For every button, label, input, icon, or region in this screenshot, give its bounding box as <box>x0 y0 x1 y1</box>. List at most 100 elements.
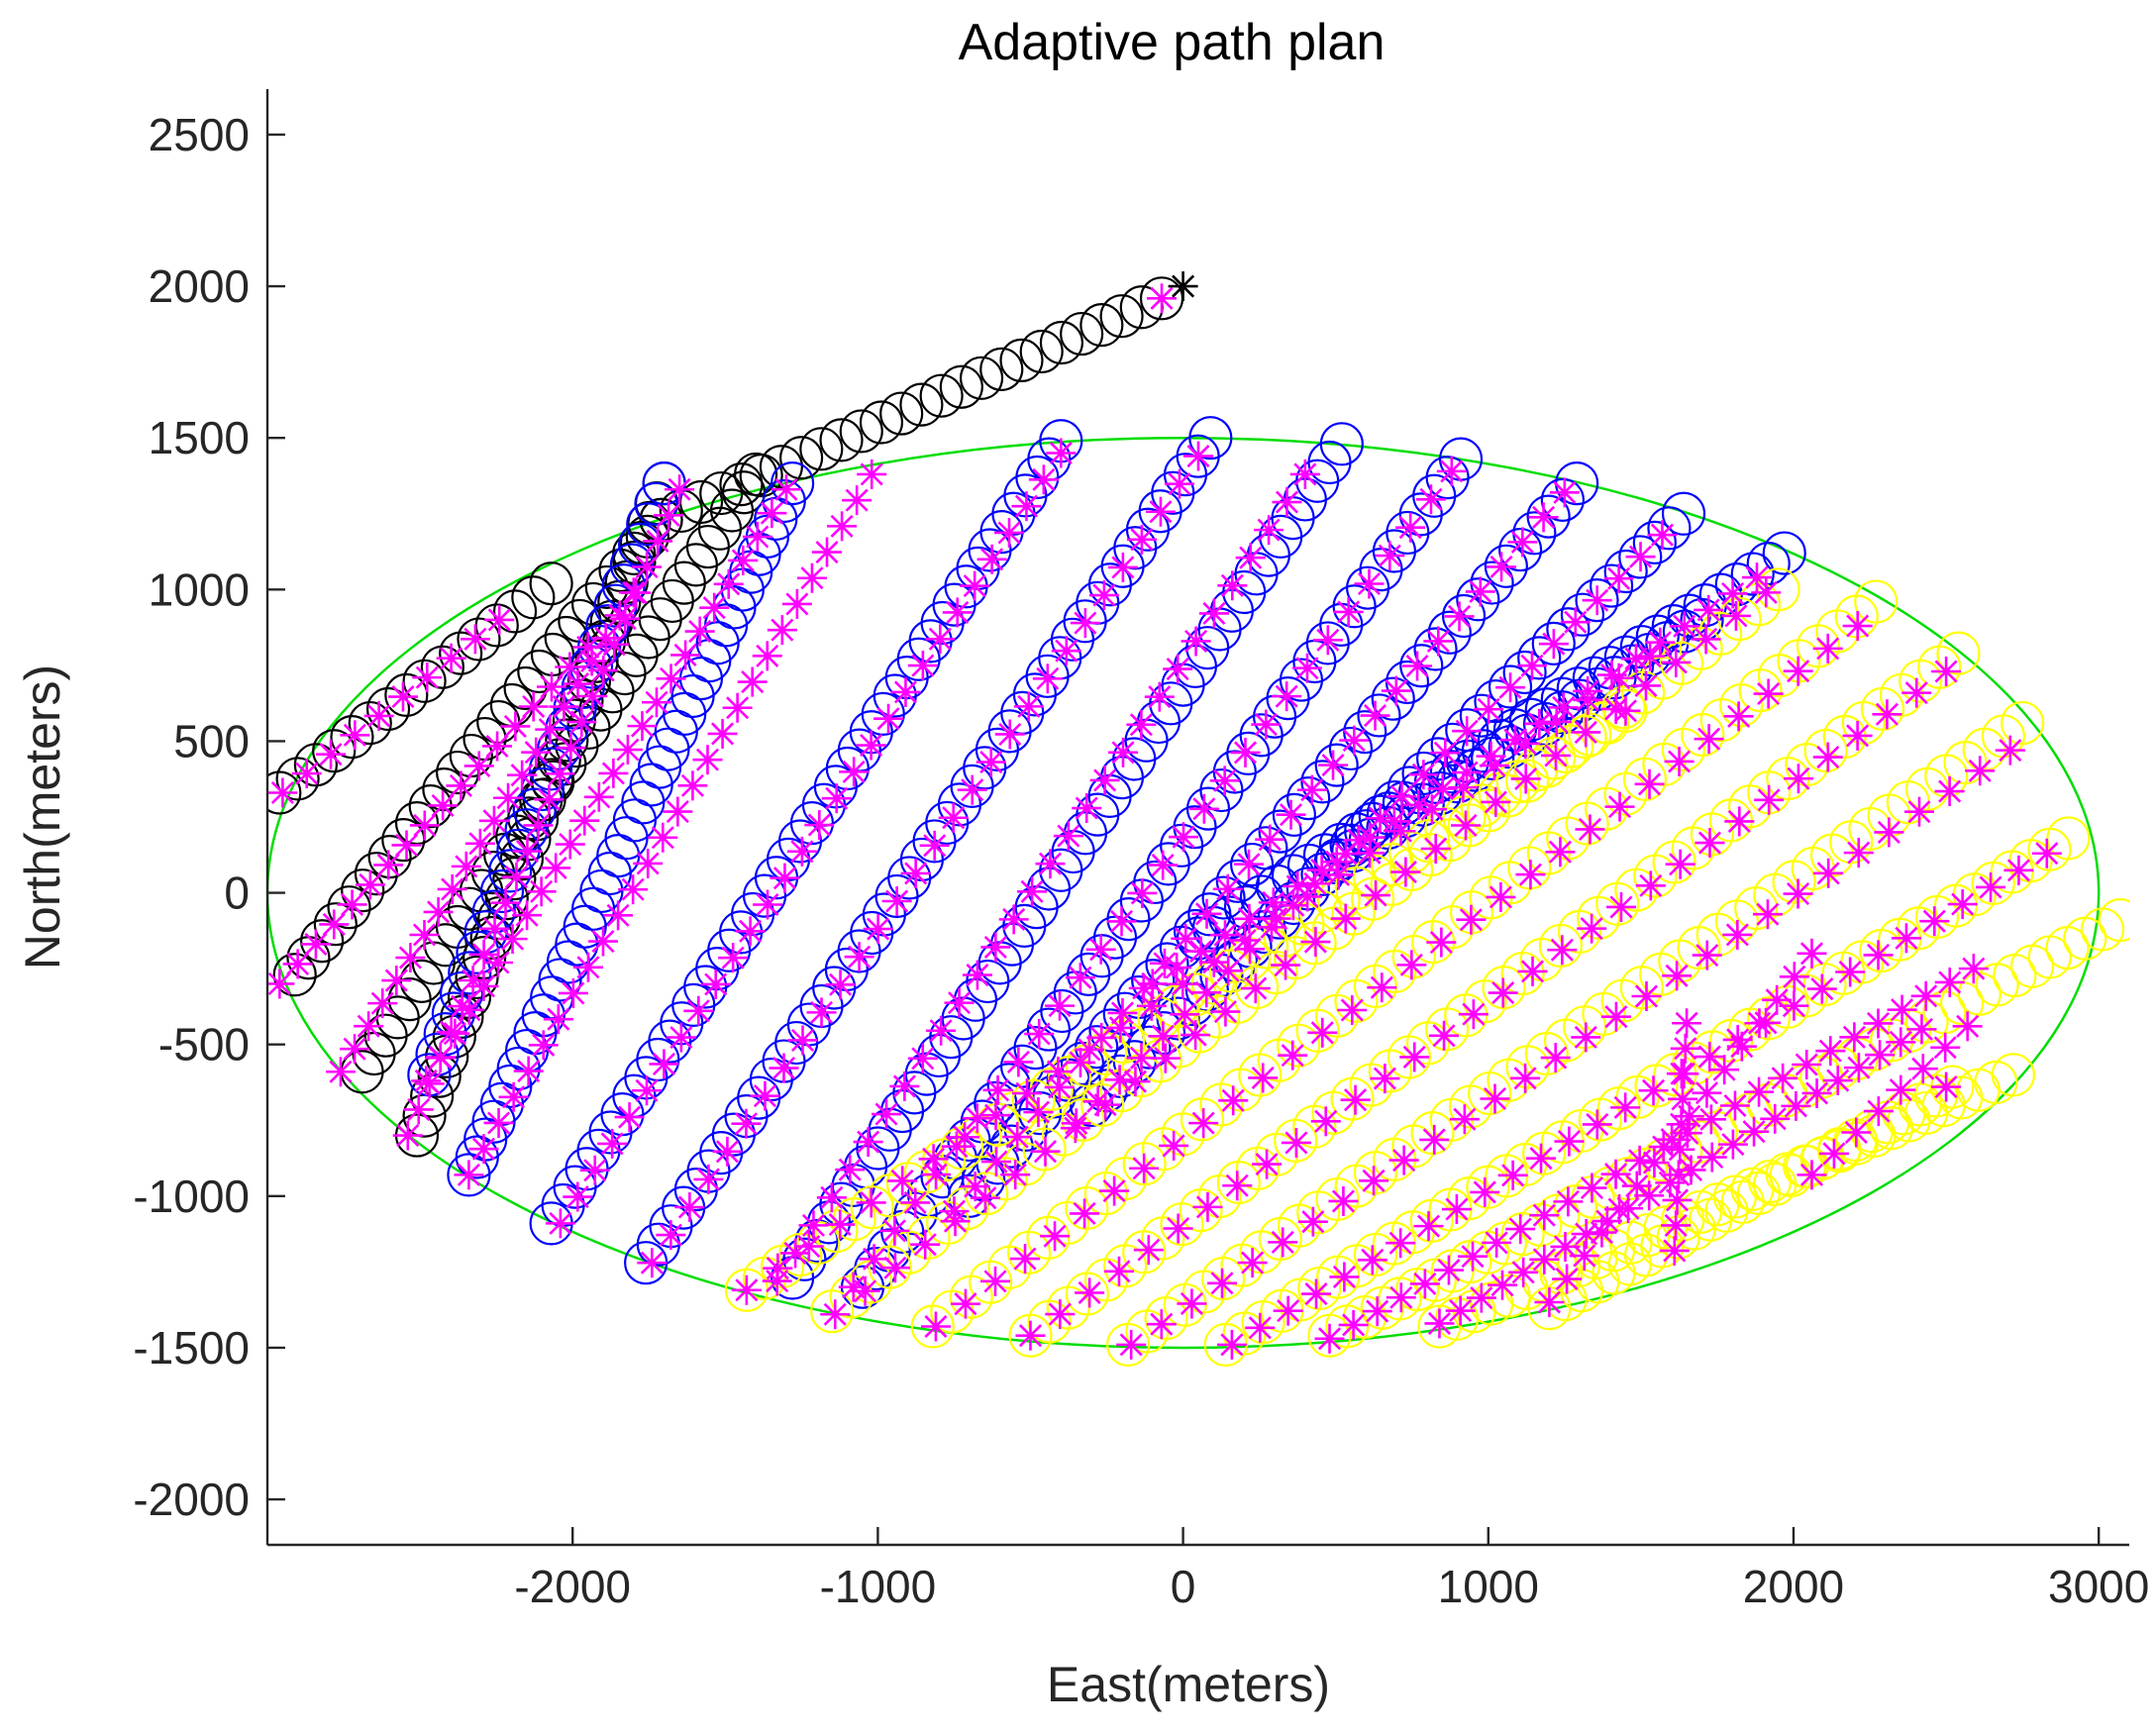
asterisk-stroke <box>1664 1213 1688 1237</box>
sample-marker <box>1003 1047 1034 1077</box>
sample-marker <box>1638 1075 1669 1106</box>
sample-marker <box>1863 1096 1894 1127</box>
path-point <box>1575 578 1619 623</box>
sample-marker <box>1603 563 1634 594</box>
sample-marker <box>1429 1020 1460 1051</box>
asterisk-stroke <box>1485 1231 1508 1255</box>
asterisk-stroke <box>1017 694 1041 718</box>
sample-marker <box>597 1128 628 1159</box>
asterisk-stroke <box>890 1169 914 1192</box>
sample-marker <box>1355 838 1386 868</box>
asterisk-stroke <box>1765 988 1789 1012</box>
sample-marker <box>316 739 347 769</box>
sample-marker <box>1015 1320 1046 1351</box>
asterisk-stroke <box>1787 881 1810 906</box>
sample-marker <box>1528 502 1559 533</box>
sample-marker <box>1388 1145 1419 1175</box>
asterisk-stroke <box>1168 472 1191 496</box>
sample-marker <box>1261 903 1291 934</box>
asterisk-stroke <box>462 969 485 992</box>
sample-marker <box>440 1018 470 1049</box>
sample-marker <box>1126 524 1157 555</box>
path-point <box>1738 668 1783 713</box>
sample-marker <box>1423 626 1454 657</box>
asterisk-stroke <box>711 722 735 746</box>
asterisk-stroke <box>964 1174 987 1198</box>
asterisk-stroke <box>580 649 604 673</box>
asterisk-stroke <box>1700 1146 1724 1170</box>
sample-line-8 <box>762 459 1320 1296</box>
sample-marker <box>853 1127 883 1158</box>
asterisk-stroke <box>1314 1109 1338 1133</box>
asterisk-stroke <box>1680 1158 1703 1181</box>
sample-marker <box>1106 906 1137 937</box>
sample-marker <box>1148 1021 1179 1052</box>
asterisk-stroke <box>1129 1046 1153 1070</box>
asterisk-stroke <box>1822 1142 1846 1166</box>
path-point <box>799 427 844 471</box>
asterisk-stroke <box>1271 1230 1294 1254</box>
asterisk-stroke <box>1304 1282 1328 1306</box>
sample-marker <box>1516 651 1547 681</box>
sample-line-14 <box>820 577 1782 1330</box>
sample-marker <box>500 711 531 742</box>
sample-marker <box>1517 956 1548 986</box>
path-point <box>1689 1197 1733 1242</box>
path-point <box>1430 722 1475 766</box>
sample-marker <box>1577 913 1607 944</box>
sample-marker <box>1330 903 1361 934</box>
asterisk-stroke <box>1013 1247 1037 1271</box>
sample-marker <box>618 874 649 905</box>
asterisk-stroke <box>537 787 561 811</box>
asterisk-stroke <box>1782 994 1805 1018</box>
sample-marker <box>1150 1043 1181 1073</box>
sample-marker <box>1230 925 1261 956</box>
path-point <box>1230 842 1275 887</box>
sample-marker <box>1177 1288 1207 1319</box>
asterisk-stroke <box>1639 873 1663 897</box>
path-point <box>1286 776 1331 821</box>
path-point <box>1039 848 1083 892</box>
asterisk-stroke <box>657 503 680 527</box>
sample-marker <box>1209 765 1240 796</box>
sample-marker <box>750 1080 780 1111</box>
sample-marker <box>1216 1329 1247 1360</box>
sample-marker <box>1338 1309 1369 1340</box>
asterisk-stroke <box>1032 467 1056 491</box>
sample-marker <box>588 655 619 685</box>
asterisk-stroke <box>1484 790 1507 814</box>
asterisk-stroke <box>1424 837 1448 861</box>
path-point <box>810 1289 855 1334</box>
sample-marker <box>1307 1017 1338 1048</box>
path-point <box>1619 625 1664 669</box>
sample-marker <box>1839 1022 1870 1053</box>
asterisk-stroke <box>829 972 853 996</box>
asterisk-stroke <box>688 620 712 644</box>
sample-marker <box>1060 1113 1090 1144</box>
path-point <box>1295 459 1340 503</box>
asterisk-stroke <box>1046 1060 1070 1083</box>
asterisk-stroke <box>1665 964 1689 987</box>
sample-marker <box>598 758 629 788</box>
asterisk-stroke <box>1638 645 1662 668</box>
sample-marker <box>518 691 549 722</box>
sample-marker <box>1192 1191 1223 1222</box>
sample-marker <box>1541 706 1572 737</box>
path-point <box>341 868 385 913</box>
sample-marker <box>1752 899 1783 930</box>
path-point <box>1590 563 1634 608</box>
path-point <box>1366 805 1410 851</box>
asterisk-stroke <box>415 665 439 689</box>
sample-marker <box>1339 725 1370 756</box>
asterisk-stroke <box>1069 1051 1092 1074</box>
asterisk-stroke <box>1162 1134 1185 1158</box>
sample-marker <box>1842 611 1873 642</box>
sample-marker <box>887 1166 918 1196</box>
sample-marker <box>1409 1269 1440 1299</box>
sample-marker <box>1163 1213 1193 1244</box>
sample-marker <box>1297 1206 1328 1237</box>
asterisk-stroke <box>715 1140 739 1164</box>
sample-marker <box>1254 515 1284 546</box>
sample-marker <box>614 1102 645 1133</box>
sample-marker <box>325 1057 356 1087</box>
